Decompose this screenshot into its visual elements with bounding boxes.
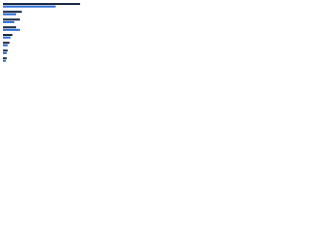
bar — [3, 21, 15, 24]
bar — [3, 5, 56, 8]
bar — [3, 34, 13, 36]
bar — [3, 59, 6, 62]
bar — [3, 26, 17, 29]
bar — [3, 52, 7, 55]
chart — [0, 0, 100, 71]
page: (() => { const data = JSON.parse(documen… — [0, 0, 320, 71]
background — [0, 0, 100, 71]
bar — [3, 10, 22, 13]
bar — [3, 13, 17, 16]
bar — [3, 18, 20, 21]
bar — [3, 28, 20, 31]
bar — [3, 36, 11, 39]
bar — [3, 3, 81, 5]
bar — [3, 41, 10, 44]
bar — [3, 57, 7, 60]
bar — [3, 49, 8, 52]
bar — [3, 44, 8, 47]
